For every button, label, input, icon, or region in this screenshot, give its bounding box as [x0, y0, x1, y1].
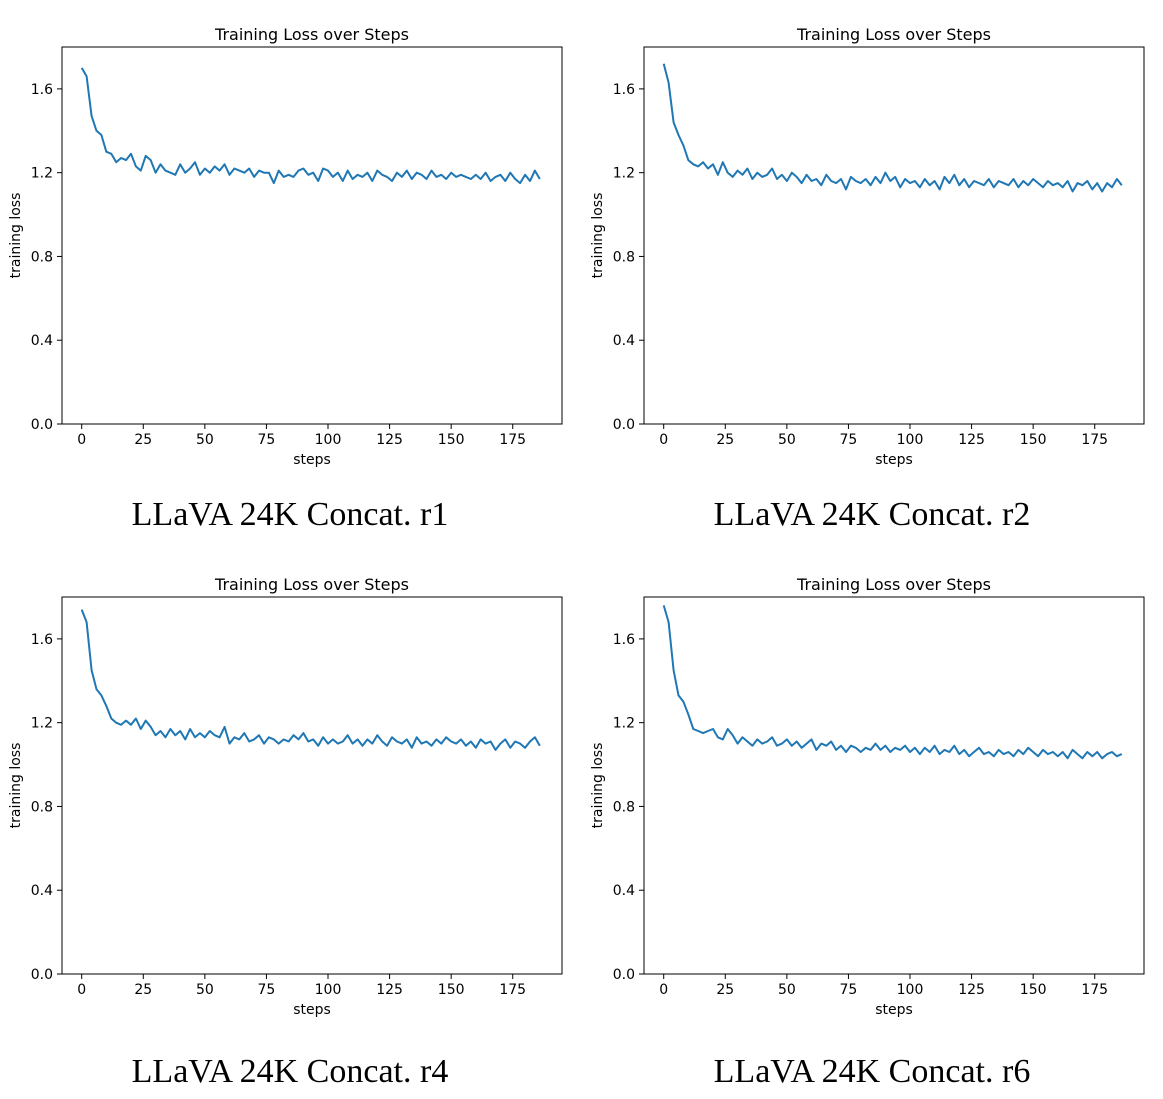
y-tick-label: 0.4 [613, 883, 635, 899]
y-tick-label: 0.0 [31, 417, 53, 433]
chart-r4: Training Loss over Steps 0 25 50 75 100 125 150… [8, 575, 563, 1018]
x-tick-label: 125 [958, 432, 985, 448]
loss-line [662, 63, 1123, 193]
x-tick-label: 50 [778, 432, 796, 448]
x-tick-label: 150 [1020, 432, 1047, 448]
x-tick-label: 100 [315, 982, 342, 998]
y-tick-label: 1.2 [31, 716, 53, 732]
x-axis-label: steps [293, 1002, 331, 1018]
x-tick-label: 0 [659, 432, 668, 448]
y-tick-label: 0.4 [613, 333, 635, 349]
chart-caption: LLaVA 24K Concat. r6 [713, 1053, 1031, 1090]
y-tick-label: 0.4 [31, 883, 53, 899]
x-tick-label: 175 [499, 432, 526, 448]
x-tick-label: 150 [1020, 982, 1047, 998]
plot-frame [643, 46, 1145, 425]
x-axis-label: steps [875, 1002, 913, 1018]
chart-r1: Training Loss over Steps 0 25 50 75 100 125 150… [8, 25, 563, 468]
loss-line [662, 605, 1123, 760]
y-axis-label: training loss [8, 743, 24, 829]
chart-panel-r4: Training Loss over Steps 0 25 50 75 100 125 150… [0, 550, 580, 1099]
chart-caption: LLaVA 24K Concat. r1 [131, 496, 449, 533]
chart-title: Training Loss over Steps [796, 575, 991, 594]
x-tick-label: 25 [716, 982, 734, 998]
chart-panel-r6: Training Loss over Steps 0 25 50 75 100 125 150… [582, 550, 1162, 1099]
y-tick-label: 1.6 [31, 82, 53, 98]
y-tick-label: 1.2 [613, 166, 635, 182]
y-axis-label: training loss [590, 193, 606, 279]
x-tick-label: 150 [438, 432, 465, 448]
y-tick-label: 0.8 [31, 249, 53, 265]
x-tick-label: 150 [438, 982, 465, 998]
chart-caption: LLaVA 24K Concat. r2 [713, 496, 1031, 533]
chart-panel-r1: Training Loss over Steps 0 25 50 75 100 125 150… [0, 0, 580, 549]
y-tick-label: 0.8 [613, 799, 635, 815]
x-tick-label: 75 [258, 432, 276, 448]
x-tick-label: 175 [1081, 432, 1108, 448]
loss-line [80, 609, 541, 751]
x-tick-label: 175 [499, 982, 526, 998]
y-tick-label: 1.6 [613, 632, 635, 648]
x-tick-label: 100 [897, 432, 924, 448]
x-tick-label: 125 [376, 432, 403, 448]
x-tick-label: 75 [840, 982, 858, 998]
x-tick-label: 50 [778, 982, 796, 998]
plot-frame [61, 46, 563, 425]
x-axis-label: steps [875, 452, 913, 468]
y-tick-label: 1.6 [613, 82, 635, 98]
chart-title: Training Loss over Steps [214, 25, 409, 44]
x-tick-label: 75 [840, 432, 858, 448]
x-tick-label: 125 [376, 982, 403, 998]
y-tick-label: 1.6 [31, 632, 53, 648]
y-tick-label: 1.2 [31, 166, 53, 182]
chart-title: Training Loss over Steps [796, 25, 991, 44]
y-axis-label: training loss [590, 743, 606, 829]
chart-r6: Training Loss over Steps 0 25 50 75 100 125 150… [590, 575, 1145, 1018]
x-tick-label: 0 [659, 982, 668, 998]
x-tick-label: 25 [716, 432, 734, 448]
x-tick-label: 50 [196, 982, 214, 998]
y-tick-label: 0.4 [31, 333, 53, 349]
loss-line [80, 67, 541, 185]
chart-title: Training Loss over Steps [214, 575, 409, 594]
x-tick-label: 100 [315, 432, 342, 448]
x-tick-label: 25 [134, 982, 152, 998]
x-axis-label: steps [293, 452, 331, 468]
x-tick-label: 100 [897, 982, 924, 998]
chart-caption: LLaVA 24K Concat. r4 [131, 1053, 449, 1090]
x-tick-label: 75 [258, 982, 276, 998]
chart-r2: Training Loss over Steps 0 25 50 75 100 125 150… [590, 25, 1145, 468]
y-tick-label: 0.8 [613, 249, 635, 265]
y-tick-label: 0.0 [31, 967, 53, 983]
y-tick-label: 0.0 [613, 967, 635, 983]
plot-frame [61, 596, 563, 975]
x-tick-label: 25 [134, 432, 152, 448]
y-tick-label: 0.0 [613, 417, 635, 433]
x-tick-label: 125 [958, 982, 985, 998]
x-tick-label: 0 [77, 432, 86, 448]
plot-frame [643, 596, 1145, 975]
x-tick-label: 50 [196, 432, 214, 448]
y-axis-label: training loss [8, 193, 24, 279]
x-tick-label: 0 [77, 982, 86, 998]
x-tick-label: 175 [1081, 982, 1108, 998]
chart-panel-r2: Training Loss over Steps 0 25 50 75 100 125 150… [582, 0, 1162, 549]
y-tick-label: 0.8 [31, 799, 53, 815]
y-tick-label: 1.2 [613, 716, 635, 732]
